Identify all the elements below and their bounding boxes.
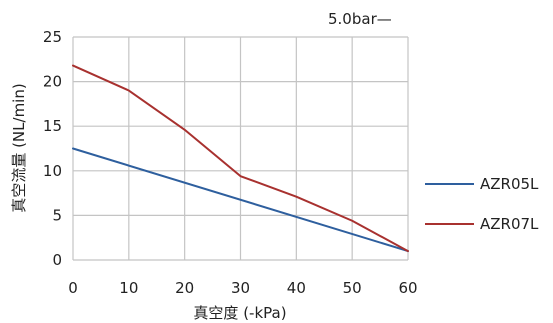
y-tick-label: 0 <box>52 251 62 269</box>
x-tick-label: 40 <box>287 279 306 297</box>
legend-label: AZR05L <box>480 175 539 193</box>
grid <box>72 36 409 261</box>
y-tick-label: 20 <box>43 73 62 91</box>
x-tick-label: 10 <box>119 279 138 297</box>
series-layer <box>72 64 409 253</box>
legend-label: AZR07L <box>480 215 539 233</box>
y-tick-label: 10 <box>43 162 62 180</box>
x-axis-title: 真空度 (-kPa) <box>193 304 286 322</box>
y-tick-label: 15 <box>43 117 62 135</box>
series-line-azr05l <box>72 147 409 253</box>
x-tick-label: 30 <box>231 279 250 297</box>
x-tick-label: 50 <box>343 279 362 297</box>
x-tick-label: 20 <box>175 279 194 297</box>
y-axis-title: 真空流量 (NL/min) <box>10 83 28 212</box>
y-tick-label: 25 <box>43 28 62 46</box>
x-tick-label: 0 <box>68 279 78 297</box>
legend: AZR05L AZR07L <box>425 175 539 233</box>
x-tick-label: 60 <box>398 279 417 297</box>
pressure-annotation: 5.0bar— <box>328 10 392 28</box>
tick-labels: 0 10 20 30 40 50 60 0 5 10 15 20 25 <box>43 28 418 297</box>
y-tick-label: 5 <box>52 206 62 224</box>
